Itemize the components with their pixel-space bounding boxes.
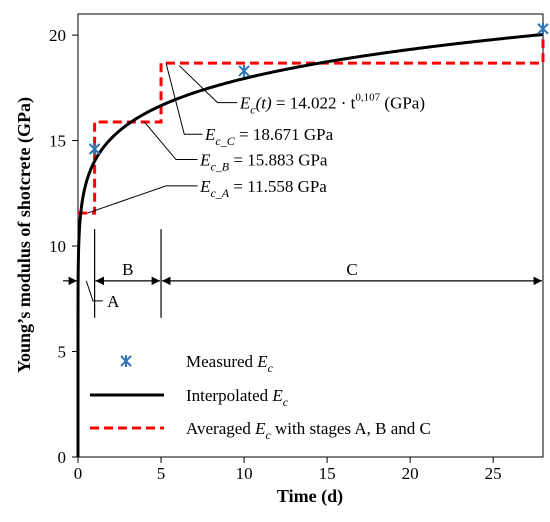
measured-point (537, 22, 549, 35)
measured-point (88, 143, 101, 156)
plot-frame (77, 13, 544, 458)
ec-c-annotation: Ec_C = 18.671 GPa (204, 125, 334, 148)
y-axis: 0 5 10 15 20 (49, 26, 78, 467)
formula-annotation: Ec(t) = 14.022 · t0,107 (GPa) (239, 92, 425, 117)
y-tick-label: 15 (49, 132, 66, 151)
x-tick-label: 20 (402, 464, 419, 483)
y-tick-label: 0 (58, 448, 67, 467)
ec-b-annotation: Ec_B = 15.883 GPa (199, 151, 328, 174)
stage-label: A (107, 292, 120, 311)
ec-a-annotation: Ec_A = 11.558 GPa (199, 177, 327, 200)
x-tick-label: 10 (236, 464, 253, 483)
x-tick-label: 5 (157, 464, 166, 483)
stage-markers: B C A (63, 229, 542, 318)
measured-point (238, 64, 250, 77)
stage-label: C (346, 260, 357, 279)
x-tick-label: 25 (485, 464, 502, 483)
averaged-step-line (78, 39, 545, 215)
legend: Measured Ec Interpolated Ec Averaged Ec wi… (90, 352, 431, 442)
legend-item-label: Averaged Ec with stages A, B and C (186, 419, 431, 442)
y-tick-label: 10 (49, 237, 66, 256)
measured-points (88, 22, 549, 156)
x-axis: 0 5 10 15 20 25 (74, 457, 502, 483)
averaged-step-series (78, 39, 545, 215)
legend-item-label: Interpolated Ec (186, 386, 289, 409)
ec-b-leader (144, 121, 198, 161)
legend-measured-marker (120, 355, 132, 367)
x-tick-label: 15 (319, 464, 336, 483)
x-tick-label: 0 (74, 464, 83, 483)
stage-a-leader (85, 280, 103, 302)
y-axis-title: Young’s modulus of shotcrete (GPa) (14, 97, 35, 373)
y-tick-label: 5 (58, 343, 67, 362)
ec-c-leader (165, 63, 203, 135)
formula-leader (178, 65, 238, 104)
legend-item-label: Measured Ec (186, 352, 274, 375)
annotations: Ec(t) = 14.022 · t0,107 (GPa) Ec_C = 18.6… (86, 63, 425, 214)
stage-label: B (122, 260, 133, 279)
ec-a-leader (86, 185, 198, 214)
interpolated-curve (76, 32, 544, 457)
x-axis-title: Time (d) (277, 486, 343, 507)
y-tick-label: 20 (49, 26, 66, 45)
